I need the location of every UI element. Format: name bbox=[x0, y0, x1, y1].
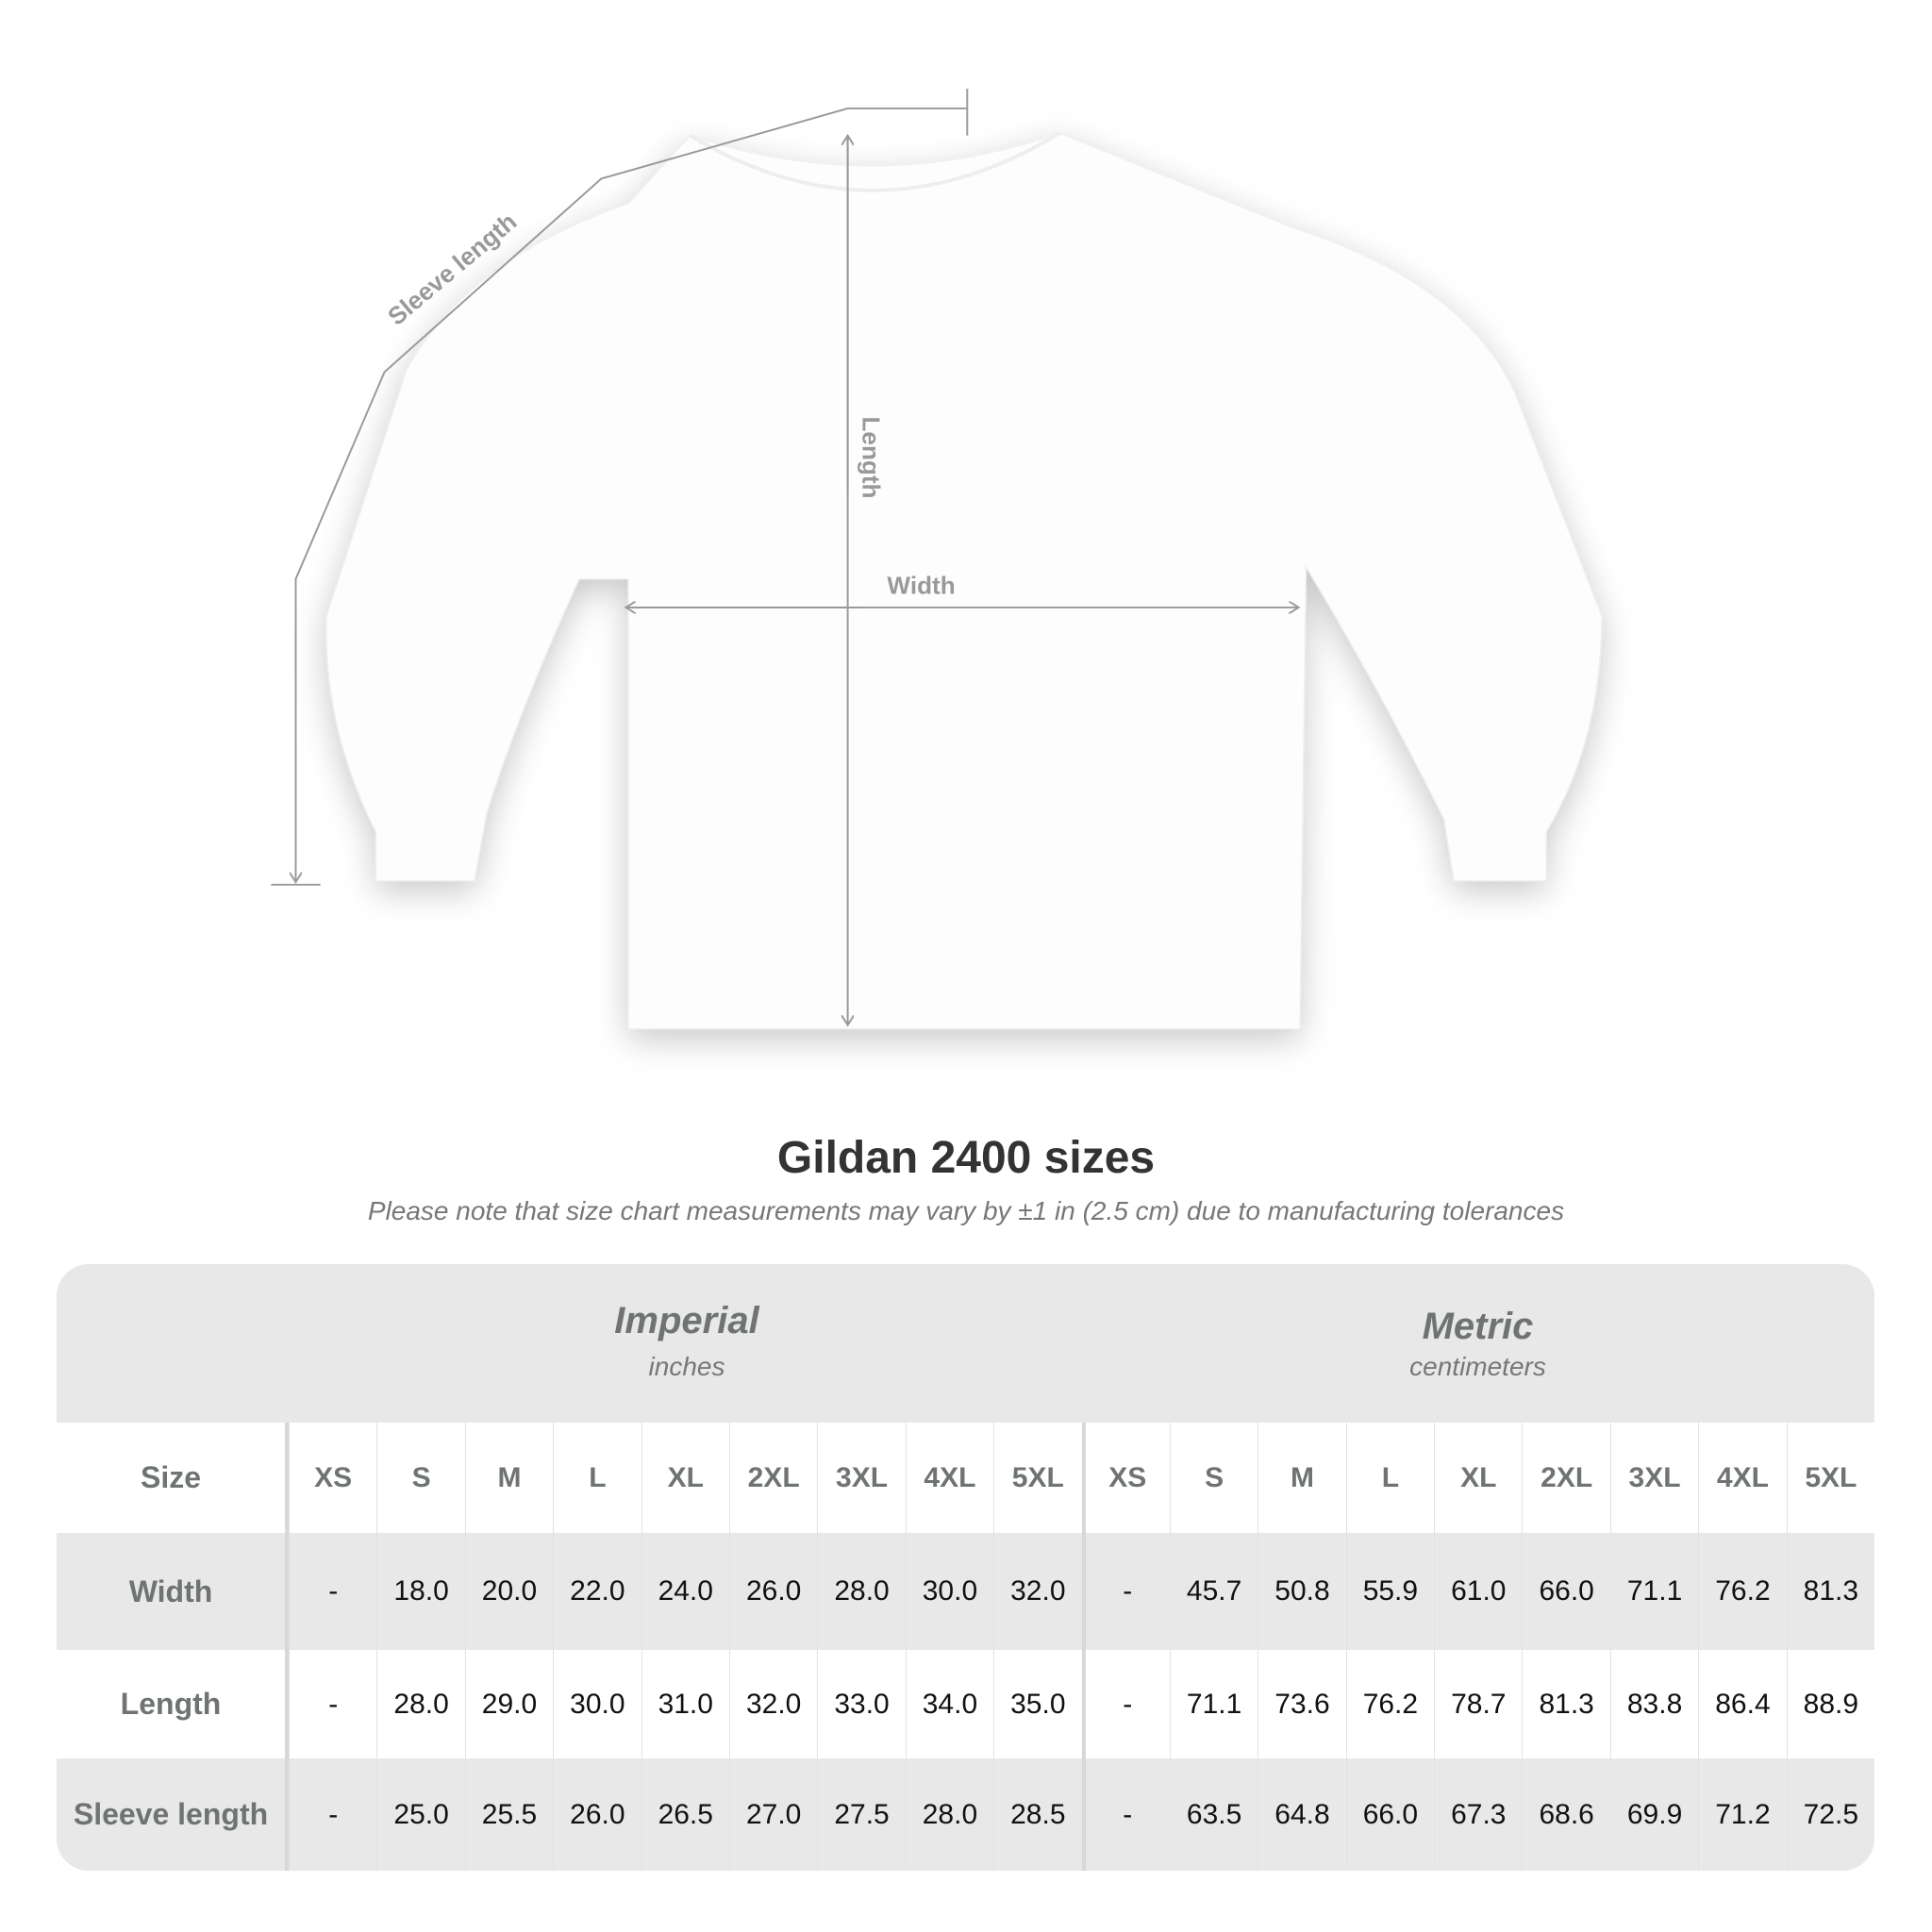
size-imperial-5xl: 5XL bbox=[993, 1423, 1081, 1533]
cell-metric: 68.6 bbox=[1522, 1758, 1609, 1871]
page-title: Gildan 2400 sizes bbox=[776, 1133, 1156, 1183]
long-sleeve-shirt bbox=[325, 132, 1603, 1030]
cell-metric: 78.7 bbox=[1434, 1650, 1522, 1758]
metric-unit: centimeters bbox=[1409, 1352, 1546, 1381]
row-label: Sleeve length bbox=[57, 1758, 289, 1871]
size-metric-m: M bbox=[1257, 1423, 1345, 1533]
width-label: Width bbox=[887, 572, 955, 600]
cell-metric: 76.2 bbox=[1345, 1650, 1434, 1758]
size-table: Imperial inches Metric centimeters Size X… bbox=[57, 1264, 1874, 1871]
cell-metric: 71.2 bbox=[1698, 1758, 1786, 1871]
cell-imperial: 28.5 bbox=[993, 1758, 1081, 1871]
cell-imperial: 24.0 bbox=[641, 1533, 729, 1650]
size-metric-xl: XL bbox=[1434, 1423, 1522, 1533]
tolerance-note: Please note that size chart measurements… bbox=[367, 1196, 1565, 1225]
size-metric-2xl: 2XL bbox=[1522, 1423, 1609, 1533]
size-imperial-s: S bbox=[376, 1423, 464, 1533]
cell-imperial: 26.0 bbox=[728, 1533, 817, 1650]
cell-metric: 69.9 bbox=[1609, 1758, 1698, 1871]
cell-metric: 86.4 bbox=[1698, 1650, 1786, 1758]
imperial-header: Imperial inches bbox=[289, 1264, 1085, 1423]
cell-metric: 73.6 bbox=[1257, 1650, 1345, 1758]
size-metric-5xl: 5XL bbox=[1786, 1423, 1874, 1533]
cell-metric: 63.5 bbox=[1169, 1758, 1257, 1871]
cell-metric: 71.1 bbox=[1609, 1533, 1698, 1650]
cell-imperial: 33.0 bbox=[817, 1650, 905, 1758]
length-label: Length bbox=[857, 416, 885, 498]
size-metric-3xl: 3XL bbox=[1609, 1423, 1698, 1533]
cell-imperial: 31.0 bbox=[641, 1650, 729, 1758]
cell-metric: 81.3 bbox=[1522, 1650, 1609, 1758]
cell-metric: - bbox=[1081, 1650, 1170, 1758]
sleeve-measure-line bbox=[295, 107, 968, 882]
size-label: Size bbox=[57, 1423, 289, 1533]
size-header-row: Size XS S M L XL 2XL 3XL 4XL 5XL XS S M L XL 2XL 3XL 4XL 5… bbox=[57, 1423, 1874, 1533]
table-row: Length -28.0 29.0 30.0 31.0 32.0 33.0 34.0 35.0-… bbox=[57, 1650, 1874, 1758]
cell-imperial: 28.0 bbox=[376, 1650, 464, 1758]
size-metric-xs: XS bbox=[1081, 1423, 1170, 1533]
cell-metric: 67.3 bbox=[1434, 1758, 1522, 1871]
size-imperial-4xl: 4XL bbox=[905, 1423, 993, 1533]
cell-imperial: 34.0 bbox=[905, 1650, 993, 1758]
cell-imperial: 27.5 bbox=[817, 1758, 905, 1871]
cell-imperial: 32.0 bbox=[993, 1533, 1081, 1650]
size-metric-4xl: 4XL bbox=[1698, 1423, 1786, 1533]
cell-imperial: 26.0 bbox=[553, 1758, 641, 1871]
cell-imperial: 28.0 bbox=[817, 1533, 905, 1650]
cell-metric: 64.8 bbox=[1257, 1758, 1345, 1871]
cell-metric: 55.9 bbox=[1345, 1533, 1434, 1650]
cell-imperial: 35.0 bbox=[993, 1650, 1081, 1758]
row-label: Width bbox=[57, 1533, 289, 1650]
cell-imperial: 25.5 bbox=[464, 1758, 553, 1871]
cell-metric: - bbox=[1081, 1533, 1170, 1650]
size-imperial-2xl: 2XL bbox=[728, 1423, 817, 1533]
size-metric-s: S bbox=[1169, 1423, 1257, 1533]
cell-metric: 72.5 bbox=[1786, 1758, 1874, 1871]
cell-metric: 71.1 bbox=[1169, 1650, 1257, 1758]
size-imperial-xl: XL bbox=[641, 1423, 729, 1533]
cell-imperial: 26.5 bbox=[641, 1758, 729, 1871]
table-row: Width -18.0 20.0 22.0 24.0 26.0 28.0 30.0 32.0-4… bbox=[57, 1533, 1874, 1650]
cell-imperial: 22.0 bbox=[553, 1533, 641, 1650]
cell-metric: 66.0 bbox=[1522, 1533, 1609, 1650]
size-imperial-xs: XS bbox=[289, 1423, 376, 1533]
cell-metric: 50.8 bbox=[1257, 1533, 1345, 1650]
size-metric-l: L bbox=[1345, 1423, 1434, 1533]
metric-label: Metric bbox=[1422, 1306, 1534, 1347]
cell-metric: 83.8 bbox=[1609, 1650, 1698, 1758]
cell-imperial: 27.0 bbox=[728, 1758, 817, 1871]
cell-imperial: 25.0 bbox=[376, 1758, 464, 1871]
cell-imperial: 18.0 bbox=[376, 1533, 464, 1650]
size-imperial-3xl: 3XL bbox=[817, 1423, 905, 1533]
cell-imperial: 29.0 bbox=[464, 1650, 553, 1758]
cell-imperial: 28.0 bbox=[905, 1758, 993, 1871]
cell-imperial: - bbox=[289, 1758, 376, 1871]
imperial-unit: inches bbox=[648, 1352, 725, 1381]
cell-imperial: 32.0 bbox=[728, 1650, 817, 1758]
cell-metric: - bbox=[1081, 1758, 1170, 1871]
cell-metric: 66.0 bbox=[1345, 1758, 1434, 1871]
cell-metric: 81.3 bbox=[1786, 1533, 1874, 1650]
size-imperial-l: L bbox=[553, 1423, 641, 1533]
cell-metric: 76.2 bbox=[1698, 1533, 1786, 1650]
cell-metric: 88.9 bbox=[1786, 1650, 1874, 1758]
cell-imperial: 30.0 bbox=[553, 1650, 641, 1758]
size-imperial-m: M bbox=[464, 1423, 553, 1533]
cell-imperial: - bbox=[289, 1533, 376, 1650]
cell-metric: 61.0 bbox=[1434, 1533, 1522, 1650]
cell-imperial: 30.0 bbox=[905, 1533, 993, 1650]
cell-imperial: - bbox=[289, 1650, 376, 1758]
cell-metric: 45.7 bbox=[1169, 1533, 1257, 1650]
table-row: Sleeve length -25.0 25.5 26.0 26.5 27.0 27.5 28… bbox=[57, 1758, 1874, 1871]
cell-imperial: 20.0 bbox=[464, 1533, 553, 1650]
metric-header: Metric centimeters bbox=[1081, 1264, 1874, 1423]
row-label: Length bbox=[57, 1650, 289, 1758]
imperial-label: Imperial bbox=[614, 1300, 759, 1341]
